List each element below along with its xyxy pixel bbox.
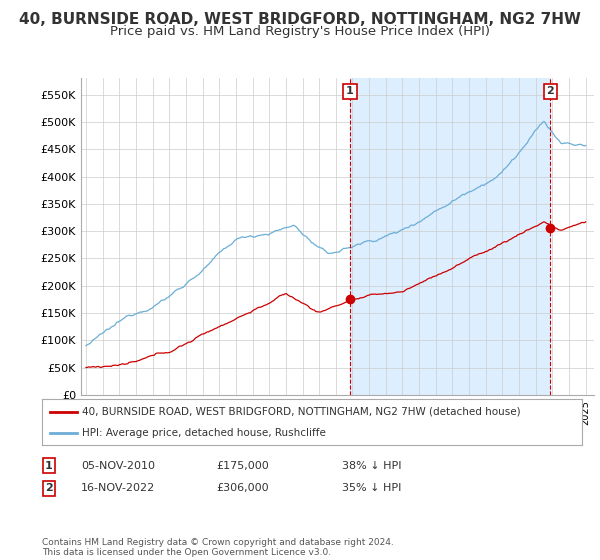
Text: £175,000: £175,000 xyxy=(216,461,269,471)
Bar xyxy=(350,78,550,395)
Text: 05-NOV-2010: 05-NOV-2010 xyxy=(81,461,155,471)
Text: 2: 2 xyxy=(45,483,53,493)
Text: 40, BURNSIDE ROAD, WEST BRIDGFORD, NOTTINGHAM, NG2 7HW: 40, BURNSIDE ROAD, WEST BRIDGFORD, NOTTI… xyxy=(19,12,581,27)
Text: £306,000: £306,000 xyxy=(216,483,269,493)
Text: 38% ↓ HPI: 38% ↓ HPI xyxy=(342,461,401,471)
Text: Contains HM Land Registry data © Crown copyright and database right 2024.
This d: Contains HM Land Registry data © Crown c… xyxy=(42,538,394,557)
Text: 1: 1 xyxy=(346,86,354,96)
Text: HPI: Average price, detached house, Rushcliffe: HPI: Average price, detached house, Rush… xyxy=(83,428,326,438)
Text: 16-NOV-2022: 16-NOV-2022 xyxy=(81,483,155,493)
Text: Price paid vs. HM Land Registry's House Price Index (HPI): Price paid vs. HM Land Registry's House … xyxy=(110,25,490,38)
Text: 35% ↓ HPI: 35% ↓ HPI xyxy=(342,483,401,493)
Text: 2: 2 xyxy=(547,86,554,96)
Text: 1: 1 xyxy=(45,461,53,471)
Text: 40, BURNSIDE ROAD, WEST BRIDGFORD, NOTTINGHAM, NG2 7HW (detached house): 40, BURNSIDE ROAD, WEST BRIDGFORD, NOTTI… xyxy=(83,407,521,417)
